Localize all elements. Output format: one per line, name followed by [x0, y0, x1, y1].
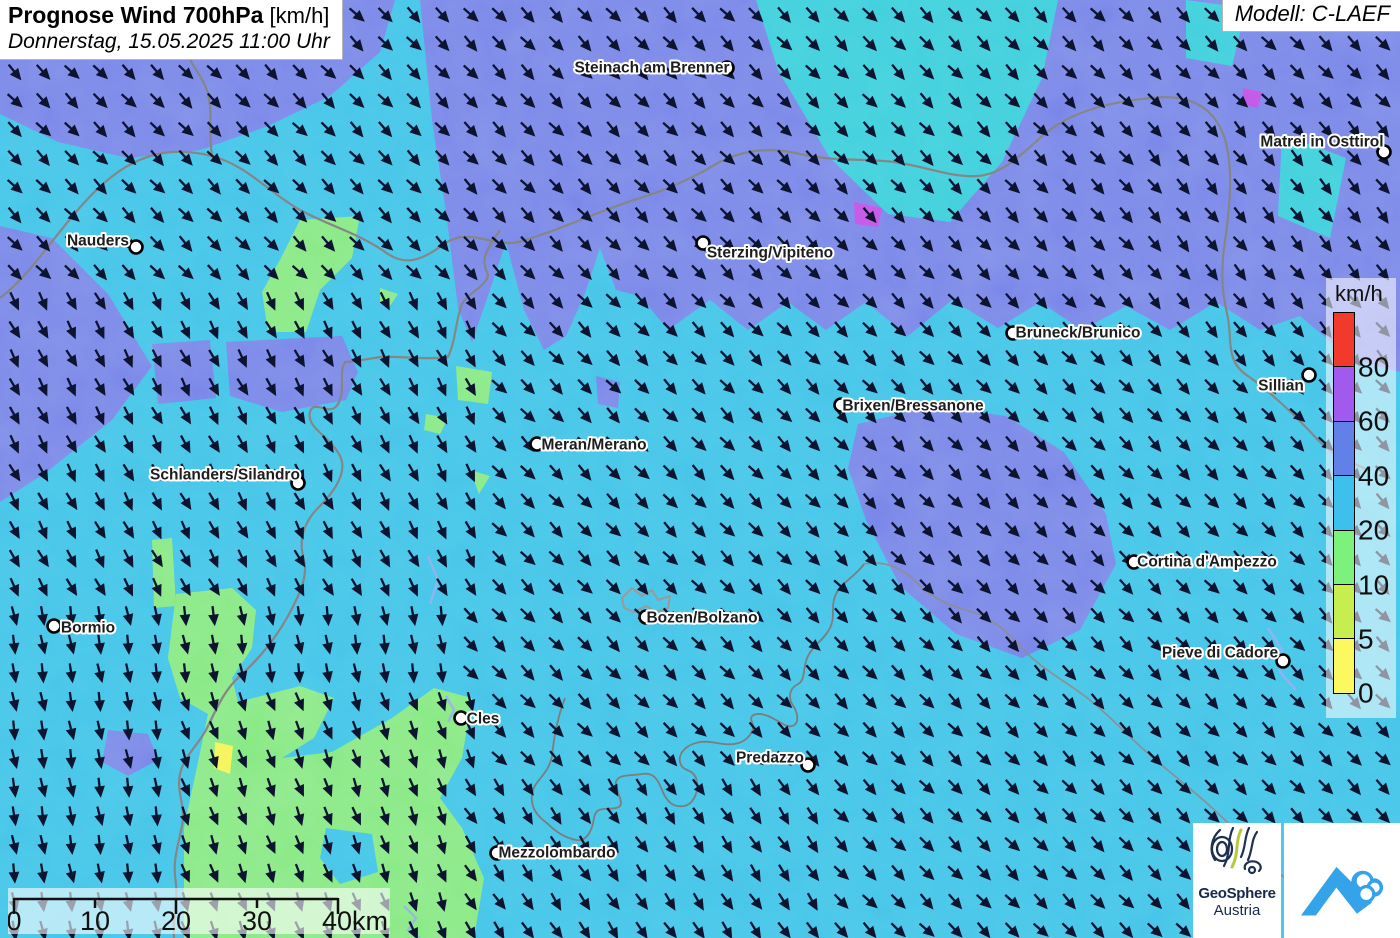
scale-label-10: 10: [80, 906, 110, 934]
title-unit: [km/h]: [263, 3, 330, 28]
legend-label-40: 40: [1358, 460, 1390, 492]
city-marker-bruneck-brunico: [1005, 325, 1021, 341]
city-nauders: Nauders: [65, 231, 144, 255]
city-predazzo: Predazzo: [734, 748, 816, 773]
city-label-brixen-bressanone: Brixen/Bressanone: [842, 398, 984, 415]
city-label-sterzing-vipiteno: Sterzing/Vipiteno: [707, 245, 833, 262]
page-title: Prognose Wind 700hPa [km/h]: [8, 2, 330, 29]
geosphere-org-name: GeoSphere: [1198, 885, 1276, 902]
city-cortina-d-ampezzo: Cortina d'Ampezzo: [1126, 552, 1279, 573]
city-label-mezzolombardo: Mezzolombardo: [498, 845, 615, 862]
city-label-schlanders-silandro: Schlanders/Silandro: [150, 467, 300, 484]
legend-swatch-60: 60: [1333, 366, 1389, 435]
legend-label-60: 60: [1358, 405, 1390, 437]
city-mezzolombardo: Mezzolombardo: [489, 843, 618, 864]
city-matrei-in-osttirol: Matrei in Osttirol: [1258, 132, 1392, 160]
legend-label-80: 80: [1358, 351, 1390, 383]
city-marker-sterzing-vipiteno: [695, 235, 711, 251]
city-schlanders-silandro: Schlanders/Silandro: [148, 465, 306, 491]
city-label-matrei-in-osttirol: Matrei in Osttirol: [1260, 134, 1383, 151]
city-meran-merano: Meran/Merano: [529, 435, 649, 456]
city-marker-cles: [453, 710, 469, 726]
scale-bar: 0 10 20 30 40km: [6, 888, 390, 936]
scale-label-0: 0: [8, 906, 22, 934]
city-cles: Cles: [453, 709, 501, 730]
city-marker-brixen-bressanone: [833, 397, 849, 413]
legend-swatch-80: 80: [1333, 312, 1389, 381]
city-bruneck-brunico: Bruneck/Brunico: [1005, 323, 1142, 344]
legend-panel: km/h 80 60 40 20 10 5 0: [1326, 278, 1396, 718]
city-marker-steinach-am-brenner: [719, 60, 735, 76]
border-city-outline: [621, 587, 671, 613]
geosphere-logo-icon: [1210, 826, 1262, 875]
city-label-cles: Cles: [467, 711, 500, 728]
legend-swatch-5: 5: [1333, 584, 1374, 653]
legend-swatch-0: 0: [1333, 638, 1374, 707]
city-marker-cortina-d-ampezzo: [1126, 554, 1142, 570]
city-pieve-di-cadore: Pieve di Cadore: [1160, 643, 1291, 669]
geosphere-country: Austria: [1213, 902, 1261, 919]
forecast-datetime: Donnerstag, 15.05.2025 11:00 Uhr: [8, 30, 330, 53]
city-marker-pieve-di-cadore: [1275, 653, 1291, 669]
city-marker-meran-merano: [529, 436, 545, 452]
title-text: Prognose Wind 700hPa: [8, 2, 264, 28]
city-label-meran-merano: Meran/Merano: [541, 437, 646, 454]
city-marker-predazzo: [800, 757, 816, 773]
scale-label-30: 30: [242, 906, 272, 934]
border-main: [0, 96, 1369, 471]
river-2: [444, 695, 456, 723]
partner-logo-box: [1284, 823, 1400, 938]
legend-label-20: 20: [1358, 514, 1390, 546]
mountain-cloud-logo-icon: [1300, 866, 1384, 916]
city-bormio: Bormio: [46, 618, 117, 639]
legend-label-0: 0: [1358, 677, 1374, 709]
city-bozen-bolzano: Bozen/Bolzano: [638, 608, 760, 629]
legend-title: km/h: [1335, 281, 1383, 306]
legend-swatch-10: 10: [1333, 529, 1389, 599]
scale-bar-graphic: 0 10 20 30 40km: [6, 897, 388, 936]
model-label: Modell: C-LAEF: [1221, 0, 1400, 32]
legend-bins: 80 60 40 20 10 5 0: [1326, 312, 1396, 707]
city-marker-schlanders-silandro: [290, 475, 306, 491]
legend-swatch-20: 20: [1333, 475, 1389, 544]
city-sterzing-vipiteno: Sterzing/Vipiteno: [695, 235, 835, 264]
city-marker-bozen-bolzano: [638, 609, 654, 625]
city-label-pieve-di-cadore: Pieve di Cadore: [1162, 645, 1279, 662]
city-sillian: Sillian: [1256, 367, 1317, 397]
city-marker-sillian: [1301, 367, 1317, 383]
border-region-south: [530, 563, 865, 842]
city-marker-matrei-in-osttirol: [1376, 144, 1392, 160]
city-marker-nauders: [128, 239, 144, 255]
city-steinach-am-brenner: Steinach am Brenner: [572, 58, 735, 79]
city-brixen-bressanone: Brixen/Bressanone: [833, 396, 986, 417]
city-marker-mezzolombardo: [489, 845, 505, 861]
geosphere-logo-box: GeoSphere Austria: [1193, 823, 1281, 938]
legend-swatch-40: 40: [1333, 420, 1389, 490]
city-label-cortina-d-ampezzo: Cortina d'Ampezzo: [1137, 554, 1277, 571]
scale-label-20: 20: [161, 906, 191, 934]
legend-label-5: 5: [1358, 623, 1374, 655]
scale-label-40km: 40km: [322, 906, 388, 934]
city-marker-bormio: [46, 618, 62, 634]
city-label-nauders: Nauders: [67, 233, 129, 250]
city-label-predazzo: Predazzo: [736, 750, 804, 767]
city-label-bormio: Bormio: [61, 620, 115, 637]
title-box: Prognose Wind 700hPa [km/h] Donnerstag, …: [0, 0, 343, 60]
city-label-bruneck-brunico: Bruneck/Brunico: [1016, 325, 1141, 342]
city-label-steinach-am-brenner: Steinach am Brenner: [574, 60, 729, 77]
border-west: [172, 229, 501, 938]
city-label-bozen-bolzano: Bozen/Bolzano: [646, 610, 757, 627]
city-label-sillian: Sillian: [1258, 378, 1304, 395]
legend-label-10: 10: [1358, 569, 1390, 601]
